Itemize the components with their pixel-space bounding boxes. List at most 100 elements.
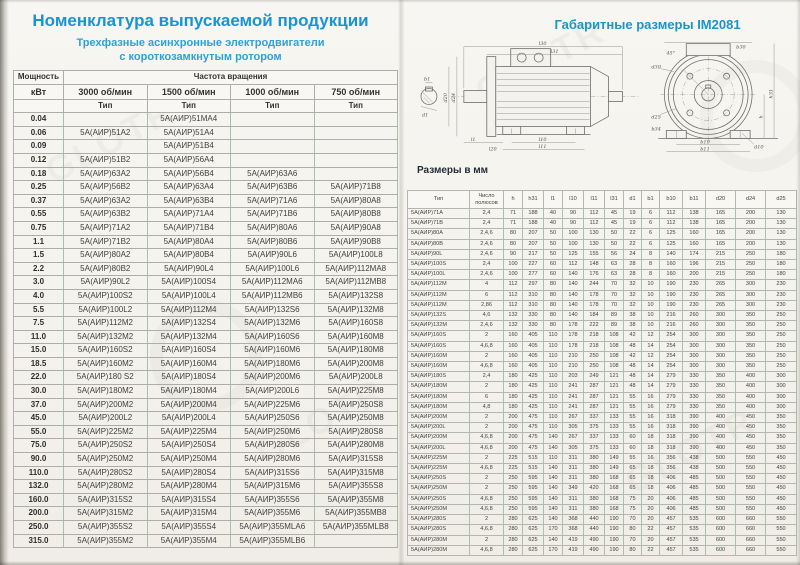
cell: 75.0 (13, 438, 64, 454)
cell: 4,6,8 (469, 524, 504, 536)
cell: 260 (682, 320, 706, 332)
cell: 515 (522, 463, 544, 475)
table-row: 5А(АИР)225М 4,6,8 225 515 140 311 380 149 65 18 35… (407, 463, 797, 475)
cell: 5А(АИР)132М2 (63, 329, 148, 345)
cell: 5А(АИР)51А2 (63, 125, 148, 141)
dimensions-title: Габаритные размеры IM2081 (554, 17, 741, 32)
cell: 550 (735, 452, 766, 465)
cell: 5А(АИР)200М (407, 432, 470, 444)
cell: 5А(АИР)280S (407, 514, 470, 526)
cell: 5А(АИР)80В8 (313, 207, 398, 222)
cell: 130 (583, 228, 605, 240)
cell: 550 (735, 503, 766, 516)
cell: 375 (583, 442, 605, 454)
cell: 140 (543, 493, 563, 505)
cell: 349 (562, 483, 584, 495)
cell: 265 (705, 289, 736, 301)
cell: 5А(АИР)180S (407, 371, 470, 383)
cell: 190 (604, 524, 624, 536)
cell: 5А(АИР)63В2 (63, 207, 148, 222)
cell: 400 (705, 422, 736, 434)
cell: 28 (623, 259, 642, 271)
cell: 5А(АИР)100L6 (230, 261, 315, 277)
table-row: 5А(АИР)90L 2,4,6 90 217 50 125 155 56 24 8 140 174 2… (407, 248, 797, 261)
cell: 5А(АИР)160М (407, 350, 470, 363)
table-row: 5А(АИР)132М 2,4,6 132 330 80 178 222 89 38 10 216 2… (407, 320, 797, 332)
cell: 71 (503, 207, 523, 220)
cell: 595 (522, 473, 544, 485)
cell: 140 (562, 279, 584, 291)
cell: 60 (623, 432, 642, 444)
dim-label-b11: b11 (700, 146, 710, 152)
cell: 5А(АИР)200L (407, 442, 470, 454)
cell: 18 (641, 442, 660, 454)
cell: 5А(АИР)280М8 (313, 438, 398, 454)
cell: 250 (583, 350, 605, 363)
cell: 600 (705, 534, 736, 546)
table-row: 30.0 5А(АИР)180М2 5А(АИР)180М4 5А(АИР)200L6… (13, 384, 398, 399)
cell: 2 (469, 381, 504, 393)
cell: 140 (543, 534, 563, 546)
cell: 550 (765, 544, 797, 556)
cell: 5А(АИР)100S (407, 259, 470, 271)
cell: 350 (735, 310, 766, 322)
cell: 300 (705, 310, 736, 322)
cell: 110 (543, 452, 563, 465)
table-row: 4.0 5А(АИР)100S2 5А(АИР)100L4 5А(АИР)112МВ6… (13, 288, 398, 304)
cell: 188 (522, 207, 544, 220)
cell: 200 (503, 412, 523, 424)
cell: 405 (522, 350, 544, 363)
table-row: 1.5 5А(АИР)80А2 5А(АИР)80В4 5А(АИР)90L6 5А(А… (13, 248, 398, 263)
dim-label-l30: l30 (539, 41, 547, 47)
page-title: Номенклатура выпускаемой продукции (32, 11, 369, 30)
cell: 5А(АИР)71А6 (230, 193, 315, 209)
dim-label-b10: b10 (700, 139, 710, 145)
cell: 138 (682, 207, 706, 220)
cell: 5А(АИР)315S8 (313, 452, 398, 467)
cell: 5А(АИР)355S4 (146, 520, 231, 535)
cell (230, 152, 315, 168)
cell: 390 (682, 442, 706, 454)
cell: 5А(АИР)250S2 (63, 438, 148, 454)
cell: 110.0 (13, 465, 64, 481)
table-row: 5А(АИР)280М 4,6,8 280 625 170 419 490 190 80 22 45… (407, 544, 797, 556)
cell: 0.25 (13, 180, 64, 195)
cell: 535 (682, 524, 706, 536)
cell: 550 (735, 483, 766, 495)
cell: 140 (562, 310, 584, 322)
cell: 190 (604, 544, 624, 556)
cell: 32 (623, 289, 642, 301)
cell: 2,4,6 (469, 248, 504, 261)
cell: 14 (641, 361, 660, 373)
left-page: Номенклатура выпускаемой продукции Трехф… (13, 11, 398, 549)
cell: 500 (705, 493, 736, 505)
table-row: 5А(АИР)180S 2,4 180 425 110 203 249 121 48 14 279 3… (407, 371, 797, 383)
cell: 244 (583, 279, 605, 291)
speed-column-3000: 3000 об/мин (63, 83, 148, 100)
cell: 4,6,8 (469, 493, 504, 505)
dim-label-d24: d24 (451, 93, 457, 103)
table-row: 5А(АИР)250М 4,6,8 250 595 140 311 380 168 75 20 40… (407, 503, 797, 516)
cell: 400 (735, 401, 766, 414)
cell: 218 (583, 330, 605, 342)
cell: 300 (682, 340, 706, 352)
cell: 5А(АИР)71В (407, 218, 470, 230)
cell: 19 (623, 218, 642, 230)
cell: 190 (659, 279, 683, 291)
cell: 2,4,6 (469, 238, 504, 250)
cell: 216 (659, 320, 683, 332)
cell: 108 (604, 361, 624, 373)
cell: 318 (659, 422, 683, 434)
cell: 300 (682, 350, 706, 363)
cell: 380 (583, 473, 605, 485)
cell: 4.0 (13, 288, 64, 304)
cell: 438 (682, 452, 706, 465)
cell: 178 (562, 330, 584, 342)
cell: 5А(АИР)225М2 (63, 424, 148, 440)
cell: 425 (522, 401, 544, 414)
cell: 300 (705, 350, 736, 363)
cell: 337 (583, 412, 605, 424)
cell: 6 (641, 207, 660, 220)
cell: 250.0 (13, 520, 64, 535)
cell: 6 (469, 289, 504, 301)
